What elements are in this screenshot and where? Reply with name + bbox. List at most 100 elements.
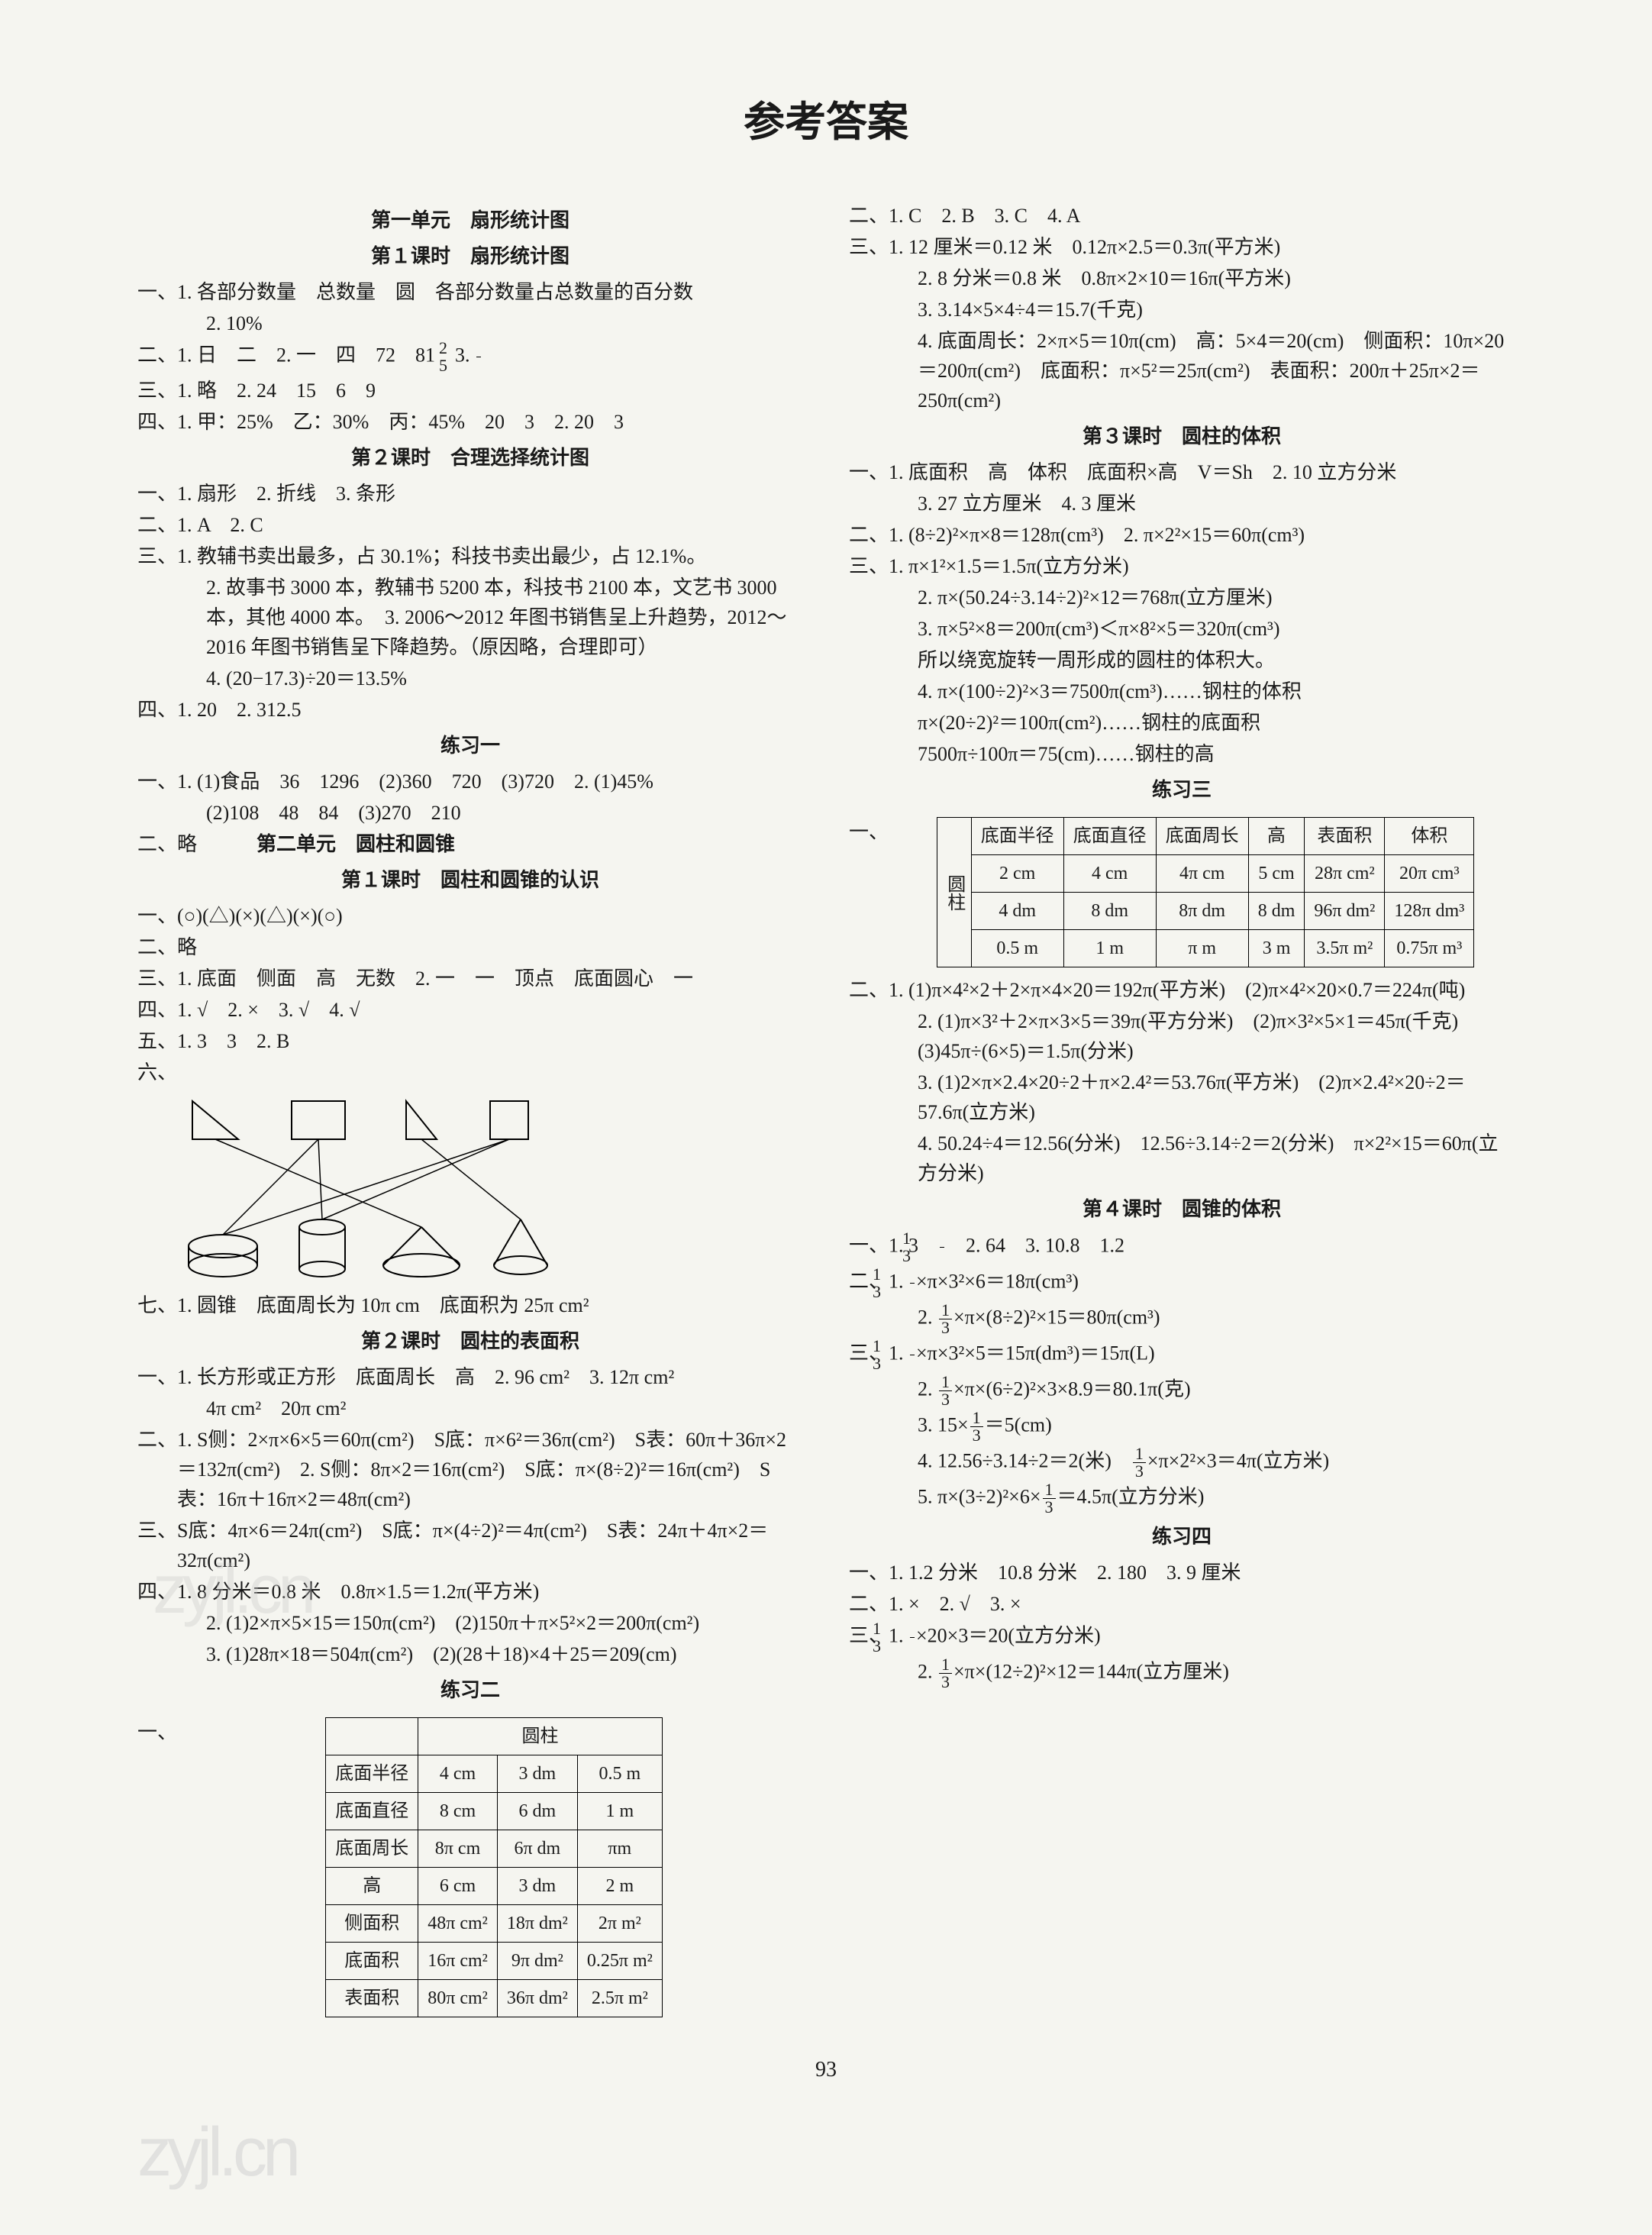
answer-line: 5. π×(3÷2)²×6×13＝4.5π(立方分米) — [849, 1481, 1515, 1516]
answer-line: 二、1. 13×π×3²×6＝18π(cm³) — [849, 1266, 1515, 1300]
text: ×π×(8÷2)²×15＝80π(cm³) — [953, 1306, 1160, 1328]
answer-line: 3. (1)28π×18＝504π(cm²) (2)(28＋18)×4＋25＝2… — [137, 1639, 803, 1669]
answer-line: 三、1. 12 厘米＝0.12 米 0.12π×2.5＝0.3π(平方米) — [849, 232, 1515, 262]
exercise1-title: 练习一 — [137, 731, 803, 761]
unit1-lesson2-title: 第２课时 合理选择统计图 — [137, 443, 803, 473]
left-column: 第一单元 扇形统计图 第１课时 扇形统计图 一、1. 各部分数量 总数量 圆 各… — [137, 199, 803, 2023]
text: ×π×3²×5＝15π(dm³)＝15π(L) — [916, 1342, 1155, 1364]
answer-line: 3. π×5²×8＝200π(cm³)＜π×8²×5＝320π(cm³) — [849, 614, 1515, 644]
text: 一、1. 3 — [849, 1234, 938, 1256]
text: ×π×2²×3＝4π(立方米) — [1147, 1449, 1329, 1471]
answer-line: 一、1. 底面积 高 体积 底面积×高 V＝Sh 2. 10 立方分米 — [849, 457, 1515, 487]
table-exercise3: 圆柱底面半径底面直径底面周长高表面积体积2 cm4 cm4π cm5 cm28π… — [937, 817, 1475, 967]
unit2-lesson3-title: 第３课时 圆柱的体积 — [849, 421, 1515, 451]
fraction: 13 — [1133, 1445, 1146, 1480]
answer-line: 4. 50.24÷4＝12.56(分米) 12.56÷3.14÷2＝2(分米) … — [849, 1129, 1515, 1188]
text: 2. — [918, 1306, 937, 1328]
answer-line: 2. π×(50.24÷3.14÷2)²×12＝768π(立方厘米) — [849, 583, 1515, 612]
answer-line: 一、1. (1)食品 36 1296 (2)360 720 (3)720 2. … — [137, 767, 803, 796]
answer-line: 二、1. S侧：2×π×6×5＝60π(cm²) S底：π×6²＝36π(cm²… — [137, 1425, 803, 1514]
answer-line: 2. (1)π×3²＋2×π×3×5＝39π(平方分米) (2)π×3²×5×1… — [849, 1006, 1515, 1066]
fraction: 13 — [910, 1338, 915, 1372]
answer-line: 4. 12.56÷3.14÷2＝2(米) 13×π×2²×3＝4π(立方米) — [849, 1445, 1515, 1480]
answer-line: 4. π×(100÷2)²×3＝7500π(cm³)……钢柱的体积 — [849, 677, 1515, 706]
answer-line: 2. 13×π×(6÷2)²×3×8.9＝80.1π(克) — [849, 1374, 1515, 1408]
fraction: 13 — [910, 1620, 915, 1655]
answer-line: 二、1. (8÷2)²×π×8＝128π(cm³) 2. π×2²×15＝60π… — [849, 520, 1515, 550]
answer-line: 2. 13×π×(8÷2)²×15＝80π(cm³) — [849, 1302, 1515, 1336]
answer-line: 三、1. 底面 侧面 高 无数 2. 一 一 顶点 底面圆心 一 — [137, 964, 803, 993]
answer-line: 四、1. √ 2. × 3. √ 4. √ — [137, 995, 803, 1025]
answer-line: 2. 10% — [137, 308, 803, 338]
text: ×20×3＝20(立方分米) — [916, 1624, 1101, 1646]
answer-line: 二、略 — [137, 932, 803, 962]
answer-line: 三、1. 教辅书卖出最多，占 30.1%；科技书卖出最少，占 12.1%。 — [137, 541, 803, 571]
label: 一、 — [137, 1711, 177, 1747]
fraction: 13 — [939, 1374, 952, 1408]
answer-line: 3. (1)2×π×2.4×20÷2＋π×2.4²＝53.76π(平方米) (2… — [849, 1067, 1515, 1127]
text: 5. π×(3÷2)²×6× — [918, 1485, 1041, 1507]
fraction: 13 — [939, 1656, 952, 1691]
text: ×π×(12÷2)²×12＝144π(立方厘米) — [953, 1660, 1229, 1682]
text: 2. — [918, 1660, 937, 1682]
label: 一、 — [849, 811, 889, 847]
fraction: 25 — [476, 340, 481, 374]
answer-line: 三、1. 略 2. 24 15 6 9 — [137, 376, 803, 405]
answer-line: 三、1. 13×π×3²×5＝15π(dm³)＝15π(L) — [849, 1338, 1515, 1372]
two-column-layout: 第一单元 扇形统计图 第１课时 扇形统计图 一、1. 各部分数量 总数量 圆 各… — [137, 199, 1515, 2023]
answer-line: 三、1. 13×20×3＝20(立方分米) — [849, 1620, 1515, 1655]
answer-line: 3. 27 立方厘米 4. 3 厘米 — [849, 489, 1515, 518]
fraction: 13 — [1043, 1481, 1056, 1516]
answer-line: 二、1. C 2. B 3. C 4. A — [849, 201, 1515, 231]
fraction: 13 — [939, 1302, 952, 1336]
exercise4-title: 练习四 — [849, 1522, 1515, 1552]
text: ×π×3²×6＝18π(cm³) — [916, 1270, 1079, 1292]
answer-line: 2. 8 分米＝0.8 米 0.8π×2×10＝16π(平方米) — [849, 263, 1515, 293]
text: 二、1. 日 二 2. 一 四 72 81 3. — [137, 344, 475, 366]
unit1-title: 第一单元 扇形统计图 — [137, 205, 803, 235]
answer-line: 一、1. 各部分数量 总数量 圆 各部分数量占总数量的百分数 — [137, 277, 803, 307]
table-exercise2: 圆柱底面半径4 cm3 dm0.5 m底面直径8 cm6 dm1 m底面周长8π… — [325, 1717, 663, 2017]
text: ＝5(cm) — [985, 1413, 1052, 1436]
page-title: 参考答案 — [137, 92, 1515, 153]
text: 二、略 — [137, 833, 197, 855]
exercise3-title: 练习三 — [849, 775, 1515, 805]
answer-line: 一、1. 扇形 2. 折线 3. 条形 — [137, 479, 803, 509]
answer-line: 4. 底面周长：2×π×5＝10π(cm) 高：5×4＝20(cm) 侧面积：1… — [849, 326, 1515, 415]
answer-line: 五、1. 3 3 2. B — [137, 1026, 803, 1056]
answer-line: 3. 15×13＝5(cm) — [849, 1410, 1515, 1444]
answer-line: 七、1. 圆锥 底面周长为 10π cm 底面积为 25π cm² — [137, 1290, 803, 1320]
text: 2. — [918, 1377, 937, 1400]
answer-line: 六、 — [137, 1058, 803, 1087]
answer-line: 2. 故事书 3000 本，教辅书 5200 本，科技书 2100 本，文艺书 … — [137, 573, 803, 662]
answer-line: 二、1. (1)π×4²×2＋2×π×4×20＝192π(平方米) (2)π×4… — [849, 975, 1515, 1005]
answer-line: 一、1. 3 13 2. 64 3. 10.8 1.2 — [849, 1230, 1515, 1264]
answer-line: 一、(○)(△)(×)(△)(×)(○) — [137, 901, 803, 931]
answer-line: 一、1. 1.2 分米 10.8 分米 2. 180 3. 9 厘米 — [849, 1558, 1515, 1587]
answer-line: 二、1. A 2. C — [137, 510, 803, 540]
matching-diagram — [177, 1093, 574, 1284]
text: 4. 12.56÷3.14÷2＝2(米) — [918, 1449, 1131, 1471]
answer-line: 4. (20−17.3)÷20＝13.5% — [137, 664, 803, 693]
fraction: 13 — [970, 1410, 983, 1444]
answer-line: 三、1. π×1²×1.5＝1.5π(立方分米) — [849, 551, 1515, 581]
text: 3. 15× — [918, 1413, 969, 1436]
answer-line: 4π cm² 20π cm² — [137, 1394, 803, 1423]
answer-line: 一、1. 长方形或正方形 底面周长 高 2. 96 cm² 3. 12π cm² — [137, 1362, 803, 1392]
fraction: 13 — [940, 1230, 944, 1264]
answer-line: 二、1. × 2. √ 3. × — [849, 1589, 1515, 1619]
answer-line: 二、略 第二单元 圆柱和圆锥 — [137, 829, 803, 859]
text: 2. 64 3. 10.8 1.2 — [946, 1234, 1124, 1256]
text: ×π×(6÷2)²×3×8.9＝80.1π(克) — [953, 1377, 1191, 1400]
answer-line: 所以绕宽旋转一周形成的圆柱的体积大。 — [849, 645, 1515, 675]
right-column: 二、1. C 2. B 3. C 4. A 三、1. 12 厘米＝0.12 米 … — [849, 199, 1515, 2023]
answer-line: 7500π÷100π＝75(cm)……钢柱的高 — [849, 739, 1515, 769]
answer-line: 四、1. 8 分米＝0.8 米 0.8π×1.5＝1.2π(平方米) — [137, 1577, 803, 1607]
unit2-lesson2-title: 第２课时 圆柱的表面积 — [137, 1326, 803, 1356]
answer-line: π×(20÷2)²＝100π(cm²)……钢柱的底面积 — [849, 708, 1515, 738]
answer-line: 四、1. 20 2. 312.5 — [137, 695, 803, 725]
answer-line: 三、S底：4π×6＝24π(cm²) S底：π×(4÷2)²＝4π(cm²) S… — [137, 1516, 803, 1575]
unit2-lesson1-title: 第１课时 圆柱和圆锥的认识 — [137, 865, 803, 895]
answer-line: 3. 3.14×5×4÷4＝15.7(千克) — [849, 295, 1515, 325]
unit1-lesson1-title: 第１课时 扇形统计图 — [137, 241, 803, 271]
